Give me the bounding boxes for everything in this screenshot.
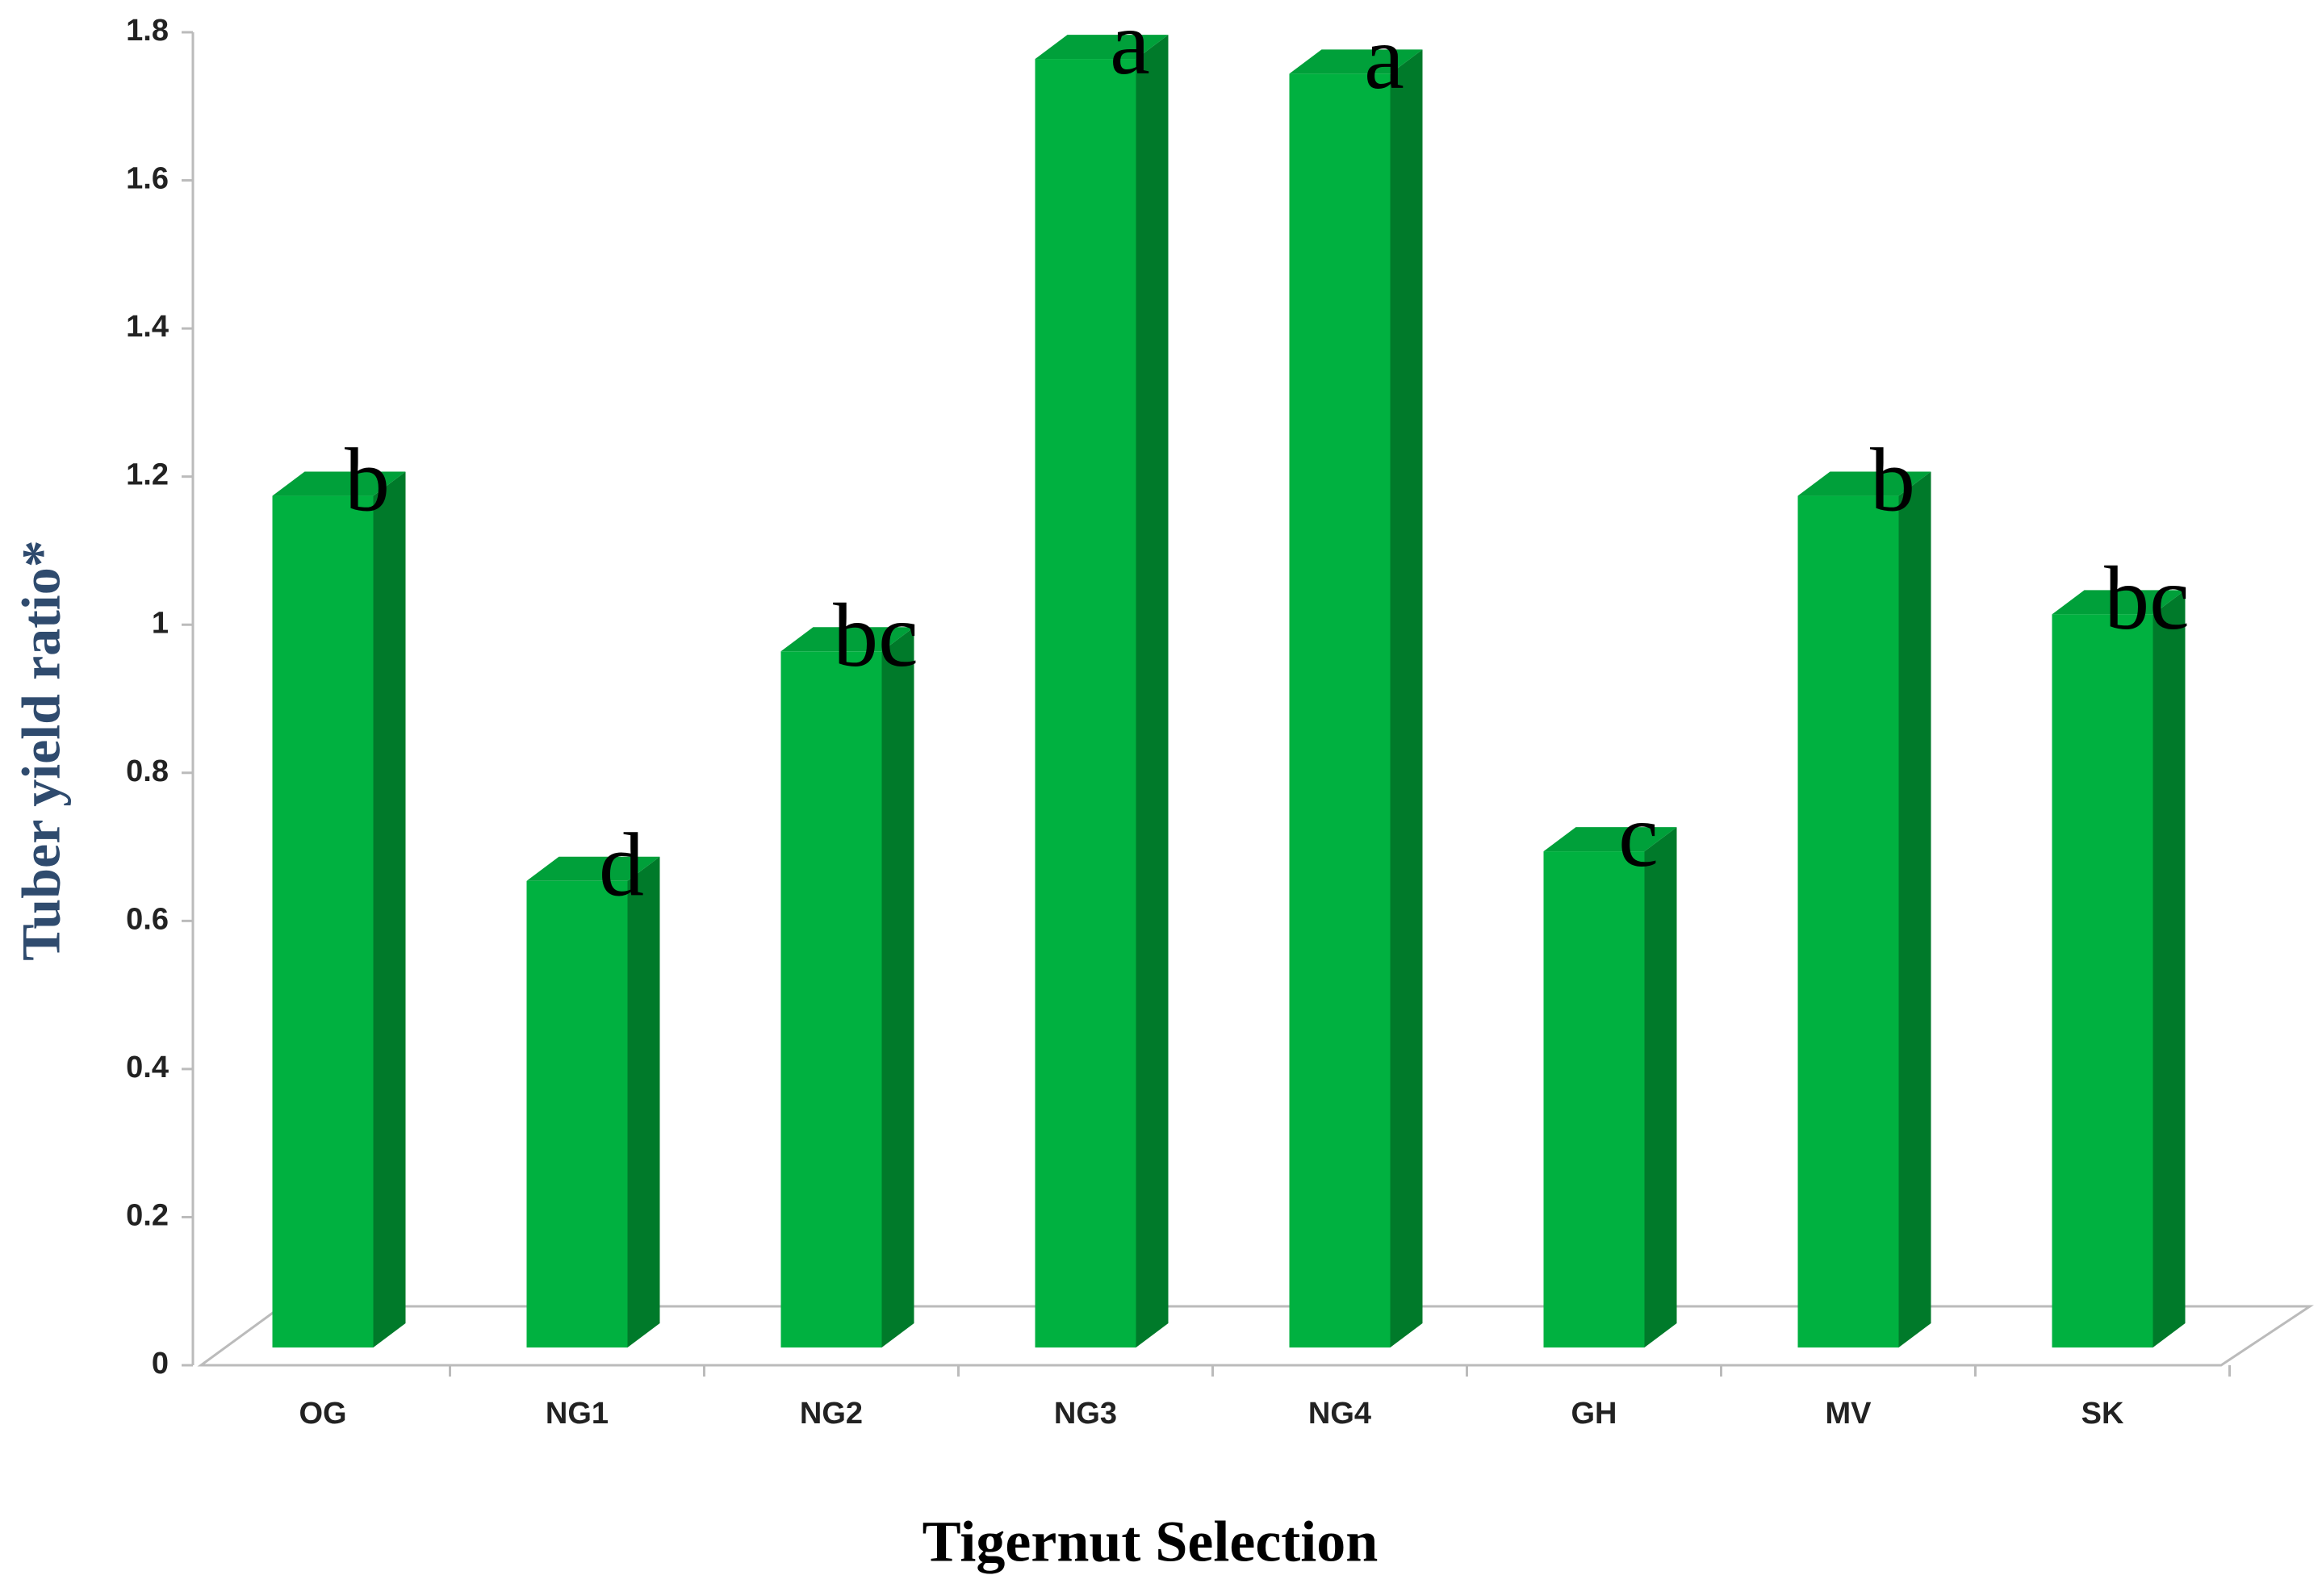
bar-front bbox=[2052, 614, 2153, 1347]
y-tick-label: 0.2 bbox=[126, 1198, 169, 1232]
bar-top bbox=[1543, 827, 1677, 852]
bar bbox=[1035, 35, 1169, 1348]
annotation: a bbox=[1110, 0, 1150, 94]
bar bbox=[1797, 471, 1931, 1347]
x-tick-label: OG bbox=[299, 1397, 346, 1431]
y-axis-title: Tuber yield ratio* bbox=[10, 540, 72, 960]
bar-top bbox=[1289, 49, 1423, 74]
y-tick-label: 0.8 bbox=[126, 754, 169, 788]
bar-side bbox=[373, 471, 406, 1347]
y-tick-label: 0.6 bbox=[126, 902, 169, 936]
bar bbox=[272, 471, 406, 1347]
bar bbox=[1543, 827, 1677, 1347]
bar-top bbox=[2052, 590, 2186, 615]
annotation: c bbox=[1618, 786, 1659, 886]
annotation: d bbox=[599, 816, 644, 916]
bar-front bbox=[1289, 73, 1391, 1347]
annotation: b bbox=[1870, 430, 1915, 530]
annotation: bc bbox=[2104, 549, 2190, 649]
bar-front bbox=[1797, 495, 1899, 1347]
bar-front bbox=[1035, 59, 1136, 1348]
y-tick-label: 0 bbox=[152, 1347, 169, 1381]
annotation: bc bbox=[833, 586, 918, 686]
y-tick-label: 1.6 bbox=[126, 162, 169, 196]
bar-top bbox=[780, 627, 914, 652]
bar-side bbox=[627, 856, 660, 1347]
x-tick-label: MV bbox=[1826, 1397, 1872, 1431]
bar-front bbox=[526, 880, 628, 1347]
x-tick-label: SK bbox=[2081, 1397, 2124, 1431]
x-axis-title: Tigernut Selection bbox=[923, 1510, 1379, 1574]
bar-side bbox=[2153, 590, 2186, 1347]
bar-top bbox=[526, 856, 660, 881]
y-tick-label: 1.2 bbox=[126, 458, 169, 492]
bar-side bbox=[1136, 35, 1169, 1348]
y-tick-label: 1 bbox=[152, 606, 169, 640]
bar-side bbox=[1390, 49, 1423, 1347]
floor bbox=[197, 1305, 2314, 1367]
bar-side bbox=[881, 627, 914, 1347]
x-tick-label: NG1 bbox=[546, 1397, 609, 1431]
x-tick-label: GH bbox=[1571, 1397, 1617, 1431]
bar-side bbox=[1644, 827, 1677, 1347]
bar-side bbox=[1898, 471, 1931, 1347]
bar bbox=[780, 627, 914, 1347]
bar bbox=[2052, 590, 2186, 1347]
bar-top bbox=[1797, 471, 1931, 496]
y-tick-label: 0.4 bbox=[126, 1051, 169, 1084]
bar-top bbox=[272, 471, 406, 496]
x-tick-label: NG4 bbox=[1308, 1397, 1371, 1431]
bar-front bbox=[1543, 851, 1645, 1347]
bar bbox=[1289, 49, 1423, 1347]
bar-top bbox=[1035, 35, 1169, 60]
y-tick-label: 1.4 bbox=[126, 310, 169, 344]
bar bbox=[526, 856, 660, 1347]
annotation: b bbox=[345, 430, 390, 530]
bar-front bbox=[780, 651, 882, 1347]
x-tick-label: NG2 bbox=[800, 1397, 863, 1431]
y-tick-label: 1.8 bbox=[126, 14, 169, 48]
bar-front bbox=[272, 495, 374, 1347]
annotation: a bbox=[1364, 8, 1404, 108]
x-tick-label: NG3 bbox=[1054, 1397, 1117, 1431]
